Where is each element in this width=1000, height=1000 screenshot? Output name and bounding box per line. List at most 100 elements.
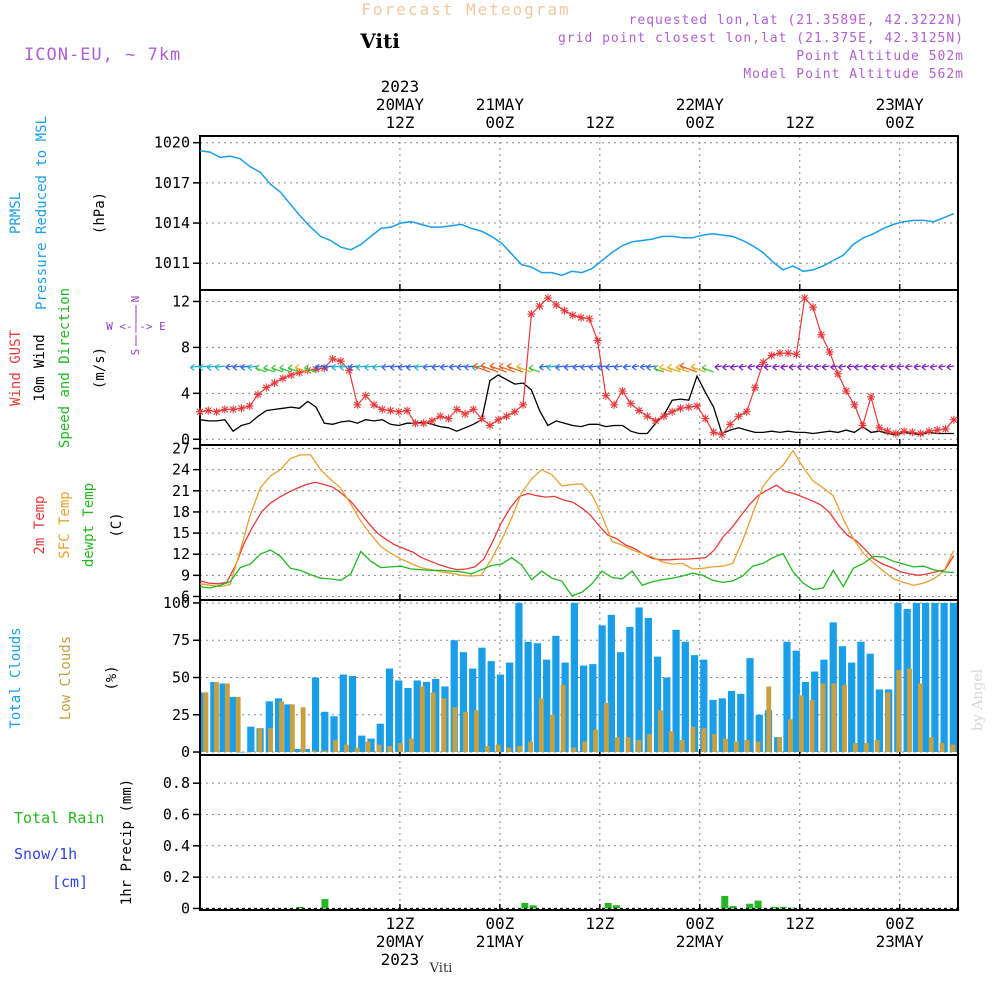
- low-cloud-bar: [636, 740, 642, 753]
- total-cloud-bar: [755, 714, 763, 753]
- total-cloud-bar: [783, 641, 791, 753]
- panel-label: Speed and Direction: [57, 288, 73, 448]
- rain-bar: [612, 905, 620, 909]
- panel-label: 2m Temp: [32, 495, 48, 554]
- wind-arrow: [190, 363, 201, 371]
- gust-marker: [875, 423, 884, 432]
- y-tick-label: 0.4: [163, 837, 190, 855]
- wind-arrow: [738, 363, 747, 371]
- wind-arrow: [247, 364, 259, 372]
- total-cloud-bar: [432, 678, 440, 753]
- wind-arrow: [323, 363, 333, 371]
- temp-sfc-line: [199, 449, 955, 588]
- total-cloud-bar: [515, 602, 523, 753]
- gridpoint-coords: grid point closest lon,lat (21.375E, 42.…: [558, 31, 964, 46]
- y-tick-label: 0.6: [163, 805, 190, 823]
- panel-frame: [199, 135, 959, 291]
- low-cloud-bar: [549, 714, 555, 753]
- total-cloud-bar: [857, 641, 865, 753]
- gust-marker: [444, 414, 453, 423]
- total-cloud-bar: [413, 680, 421, 753]
- low-cloud-bar: [668, 731, 674, 753]
- low-cloud-bar: [300, 707, 306, 753]
- wind-arrow: [605, 363, 615, 371]
- low-cloud-bar: [333, 740, 339, 753]
- total-cloud-bar: [672, 629, 680, 753]
- total-cloud-bar: [737, 693, 745, 753]
- low-cloud-bar: [344, 744, 349, 753]
- total-cloud-bar: [348, 676, 357, 753]
- total-cloud-bar: [311, 677, 320, 753]
- gust-marker: [204, 406, 213, 415]
- gust-marker: [353, 400, 362, 409]
- total-cloud-bar: [718, 698, 726, 753]
- wind-arrow: [406, 363, 416, 371]
- bottom-axis-label: 21MAY: [476, 932, 525, 951]
- total-cloud-bar: [727, 690, 736, 753]
- gust-marker: [751, 383, 760, 392]
- y-tick-label: 0: [181, 430, 190, 448]
- panel-label: Pressure Reduced to MSL: [34, 116, 50, 310]
- wind-arrow: [331, 363, 341, 371]
- low-cloud-bar: [484, 746, 490, 753]
- gust-marker: [842, 387, 851, 396]
- wind-arrow: [271, 364, 284, 373]
- total-cloud-bar: [866, 653, 874, 753]
- low-cloud-bar: [571, 747, 577, 753]
- wind-arrow: [880, 363, 888, 371]
- low-cloud-bar: [701, 728, 707, 753]
- total-cloud-bar: [496, 674, 505, 753]
- precip-left-label: [cm]: [52, 873, 88, 891]
- model-altitude: Model Point Altitude 562m: [743, 67, 964, 82]
- gust-marker: [693, 401, 702, 410]
- low-cloud-bar: [907, 668, 912, 753]
- gust-marker: [543, 294, 552, 303]
- low-cloud-bar: [679, 740, 685, 753]
- total-cloud-bar: [219, 683, 227, 753]
- wind-arrow: [489, 362, 507, 373]
- wind-arrow: [498, 362, 515, 373]
- gust-marker: [378, 405, 387, 414]
- bottom-axis-label: 12Z: [585, 914, 614, 933]
- wind-arrow: [287, 364, 300, 373]
- low-cloud-bar: [289, 704, 295, 753]
- total-cloud-bar: [801, 681, 810, 753]
- total-cloud-bar: [339, 674, 347, 753]
- wind-arrow: [263, 364, 275, 373]
- wind-arrow: [863, 363, 872, 371]
- y-tick-label: 12: [172, 292, 190, 310]
- wind-arrow: [473, 362, 491, 373]
- gust-marker: [924, 427, 933, 436]
- wind-arrow: [646, 363, 656, 371]
- gust-marker: [419, 419, 428, 428]
- gust-marker: [253, 390, 262, 399]
- gust-marker: [552, 300, 561, 309]
- gust-marker: [759, 358, 768, 367]
- panel-label: SFC Temp: [57, 491, 73, 558]
- wind-arrow: [938, 363, 946, 371]
- gust-marker: [833, 369, 842, 378]
- temp-2m-line: [199, 481, 955, 585]
- gust-marker: [278, 374, 287, 383]
- chart-title: Forecast Meteogram: [361, 0, 570, 19]
- clouds-panel: 0 25 50 75 100: [163, 594, 959, 761]
- wind-arrow: [294, 363, 308, 373]
- wind-arrow: [555, 363, 565, 371]
- temperature-panel: 6 9 12 15 18 21 24 27: [172, 440, 959, 605]
- panel-label: (hPa): [92, 192, 108, 234]
- wind-arrow: [339, 363, 350, 371]
- footer-station: Viti: [429, 961, 453, 976]
- total-cloud-bar: [616, 652, 625, 753]
- gust-marker: [651, 416, 660, 425]
- bottom-axis-label: 00Z: [685, 914, 714, 933]
- low-cloud-bar: [733, 741, 739, 753]
- wind-arrow: [747, 363, 756, 371]
- low-cloud-bar: [463, 711, 469, 753]
- gust-marker: [427, 416, 436, 425]
- panel-label: Low Clouds: [58, 636, 74, 720]
- wind-arrow: [921, 363, 930, 371]
- compass-north: N: [129, 296, 142, 303]
- precip-left-label: Snow/1h: [14, 845, 77, 863]
- bottom-axis-label: 20MAY: [376, 932, 425, 951]
